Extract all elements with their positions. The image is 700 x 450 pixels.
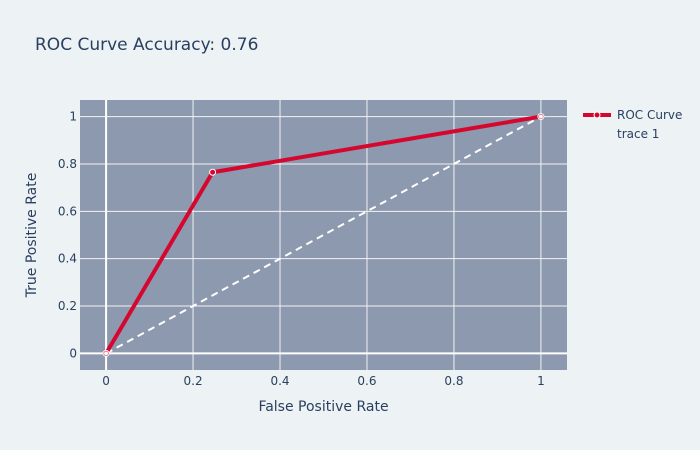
legend-roc-marker (593, 111, 601, 119)
x-tick-label: 1 (537, 374, 545, 388)
legend-trace1-label: trace 1 (617, 127, 659, 141)
plot-area (80, 100, 567, 370)
chart-title: ROC Curve Accuracy: 0.76 (35, 35, 258, 55)
y-tick-label: 0 (69, 346, 77, 360)
y-tick-label: 0.8 (58, 157, 77, 171)
y-tick-label: 0.4 (58, 252, 77, 266)
x-axis-title: False Positive Rate (258, 399, 388, 415)
diagonal-endpoint (104, 351, 109, 356)
legend-roc-label: ROC Curve (617, 108, 682, 122)
y-tick-label: 1 (69, 110, 77, 124)
y-axis-title: True Positive Rate (24, 173, 40, 299)
x-tick-label: 0.6 (357, 374, 376, 388)
y-tick-label: 0.2 (58, 299, 77, 313)
diagonal-endpoint (538, 114, 543, 119)
x-tick-label: 0.4 (270, 374, 289, 388)
roc-curve-point (209, 168, 217, 176)
y-tick-label: 0.6 (58, 204, 77, 218)
x-tick-label: 0 (102, 374, 110, 388)
x-tick-label: 0.8 (444, 374, 463, 388)
x-tick-label: 0.2 (184, 374, 203, 388)
diagonal-reference-line (105, 115, 542, 355)
